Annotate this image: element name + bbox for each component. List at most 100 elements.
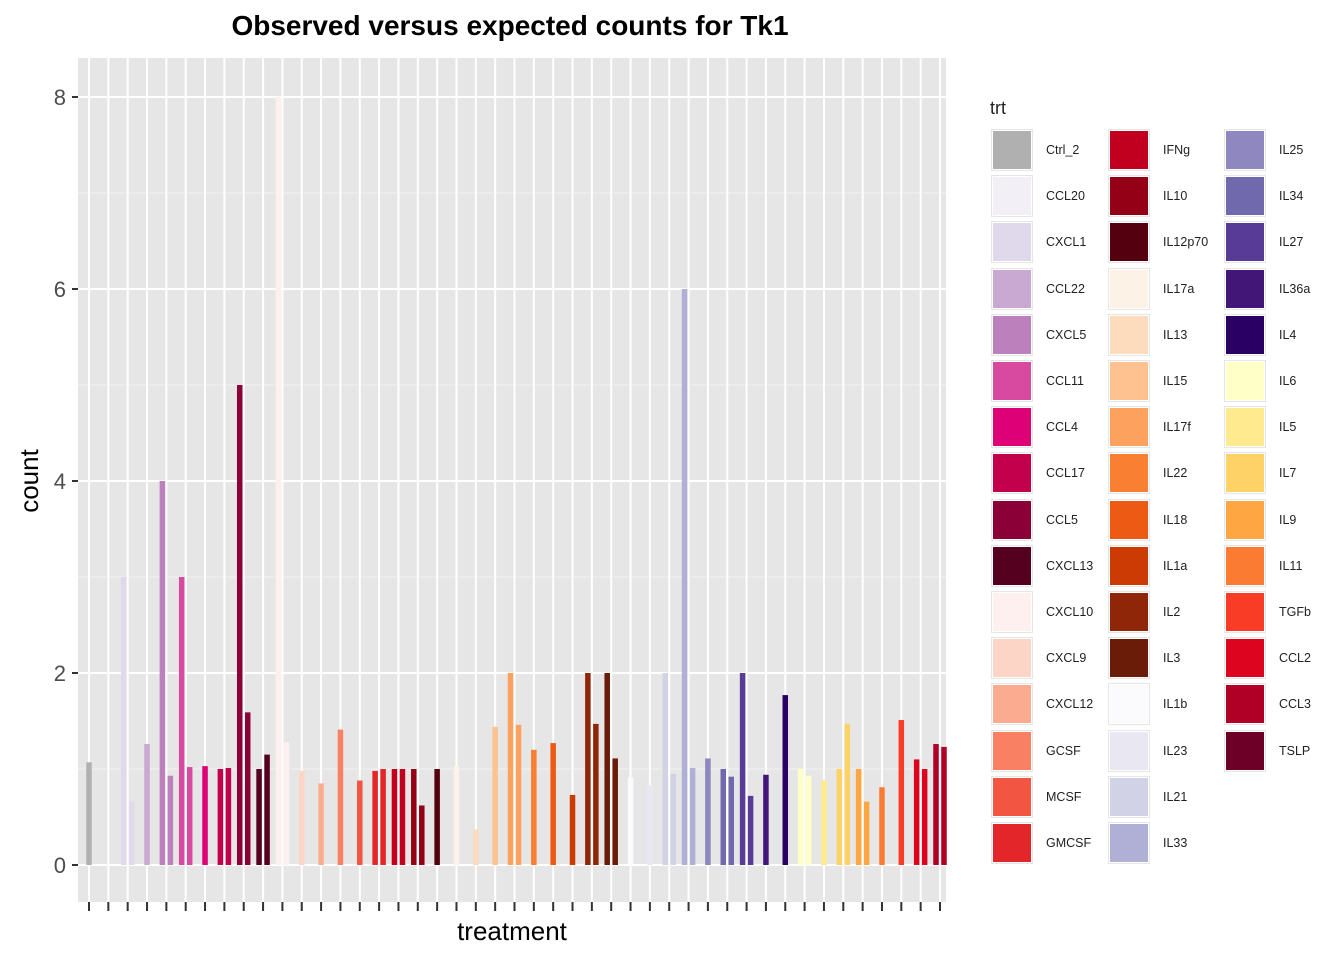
legend-item: IL12p70 [1108, 220, 1208, 264]
legend-item: IL2 [1108, 590, 1181, 634]
bar [855, 769, 862, 865]
legend-swatch [1224, 591, 1266, 633]
bar [515, 724, 522, 865]
legend-label: IL36a [1279, 281, 1311, 296]
bar [681, 289, 688, 865]
legend-item: TSLP [1224, 729, 1311, 773]
legend-label: IL27 [1279, 235, 1304, 250]
bar [805, 775, 812, 865]
legend-label: CCL20 [1046, 189, 1085, 204]
bar [531, 749, 537, 865]
legend-swatch [1224, 637, 1266, 680]
bar [821, 780, 827, 865]
bar [662, 673, 668, 865]
bar [739, 673, 746, 865]
legend-label: CCL5 [1046, 512, 1078, 527]
legend-swatch [1108, 406, 1150, 449]
legend-label: CXCL1 [1046, 235, 1087, 250]
legend-label: IL33 [1163, 836, 1188, 850]
bar [604, 673, 610, 865]
legend-swatch [1108, 729, 1150, 772]
bar [782, 695, 789, 865]
bar [144, 744, 150, 865]
legend-label: IL1a [1163, 558, 1188, 573]
legend-swatch [1224, 267, 1266, 310]
bar [913, 759, 920, 865]
legend-item: MCSF [991, 775, 1081, 819]
legend-item: IL36a [1224, 267, 1311, 311]
legend-item: CCL20 [991, 174, 1085, 218]
bar [202, 766, 208, 865]
legend-label: CXCL10 [1046, 605, 1094, 619]
legend-swatch [1108, 313, 1150, 356]
legend-label: IL2 [1163, 605, 1181, 619]
y-axis-label: count [14, 448, 44, 512]
legend-label: IL17f [1163, 420, 1191, 435]
y-axis: 0 2 4 6 8 [54, 85, 78, 878]
legend-label: IL23 [1163, 743, 1188, 758]
legend-item: IL10 [1108, 174, 1188, 218]
legend-label: IL3 [1163, 651, 1181, 666]
legend-item: IL15 [1108, 359, 1187, 403]
legend-label: IL21 [1163, 789, 1188, 804]
legend-item: CXCL12 [991, 682, 1093, 726]
legend-label: CXCL13 [1046, 558, 1094, 573]
legend-label: IL13 [1163, 327, 1188, 342]
bar [217, 769, 224, 865]
legend-item: IL27 [1224, 220, 1304, 264]
legend-item: IL23 [1108, 729, 1188, 773]
bar [225, 768, 232, 865]
legend-swatch [1108, 591, 1150, 633]
legend-label: TSLP [1279, 743, 1311, 758]
bar [167, 775, 174, 865]
bar [434, 769, 440, 865]
bar [585, 673, 591, 865]
bar [728, 776, 734, 865]
legend-swatch [991, 313, 1033, 356]
bar [453, 766, 460, 865]
legend-swatch [1224, 498, 1266, 541]
bar [357, 780, 363, 865]
legend-item: CCL17 [991, 451, 1085, 495]
legend-swatch [1108, 498, 1150, 541]
legend-swatch [1108, 775, 1150, 818]
x-axis [88, 902, 941, 911]
legend-label: IL10 [1163, 189, 1188, 204]
legend-swatch [991, 360, 1033, 402]
legend-item: CXCL10 [991, 590, 1094, 634]
legend-item: GMCSF [991, 821, 1091, 865]
legend-swatch [991, 221, 1033, 264]
bar [120, 577, 127, 865]
legend-swatch [1224, 221, 1266, 264]
bar [627, 777, 634, 865]
bar [283, 742, 290, 865]
legend-swatch [991, 637, 1033, 680]
legend-label: CCL3 [1279, 697, 1311, 712]
bar [836, 769, 843, 865]
bar [670, 773, 676, 865]
legend-label: IL18 [1163, 512, 1188, 527]
legend-swatch [991, 544, 1033, 587]
bar [705, 758, 711, 865]
x-axis-label: treatment [457, 916, 568, 946]
legend-item: CCL5 [991, 498, 1078, 542]
legend-item: IL21 [1108, 775, 1188, 819]
bar [178, 577, 185, 865]
bar [898, 720, 905, 865]
legend-item: CXCL5 [991, 313, 1086, 357]
legend-swatch [991, 729, 1033, 772]
legend-label: IL25 [1279, 143, 1304, 157]
bar [399, 769, 406, 865]
bar [186, 767, 193, 865]
legend-label: IL5 [1279, 420, 1297, 435]
bar [550, 743, 556, 865]
legend-item: IL17f [1108, 405, 1191, 449]
bar [763, 774, 769, 865]
legend-label: Ctrl_2 [1046, 143, 1080, 157]
bar [844, 723, 851, 865]
bar [720, 769, 726, 865]
legend-item: IL5 [1224, 405, 1297, 449]
bar [391, 769, 398, 865]
legend-title: trt [990, 98, 1006, 118]
legend-label: IL22 [1163, 466, 1188, 481]
